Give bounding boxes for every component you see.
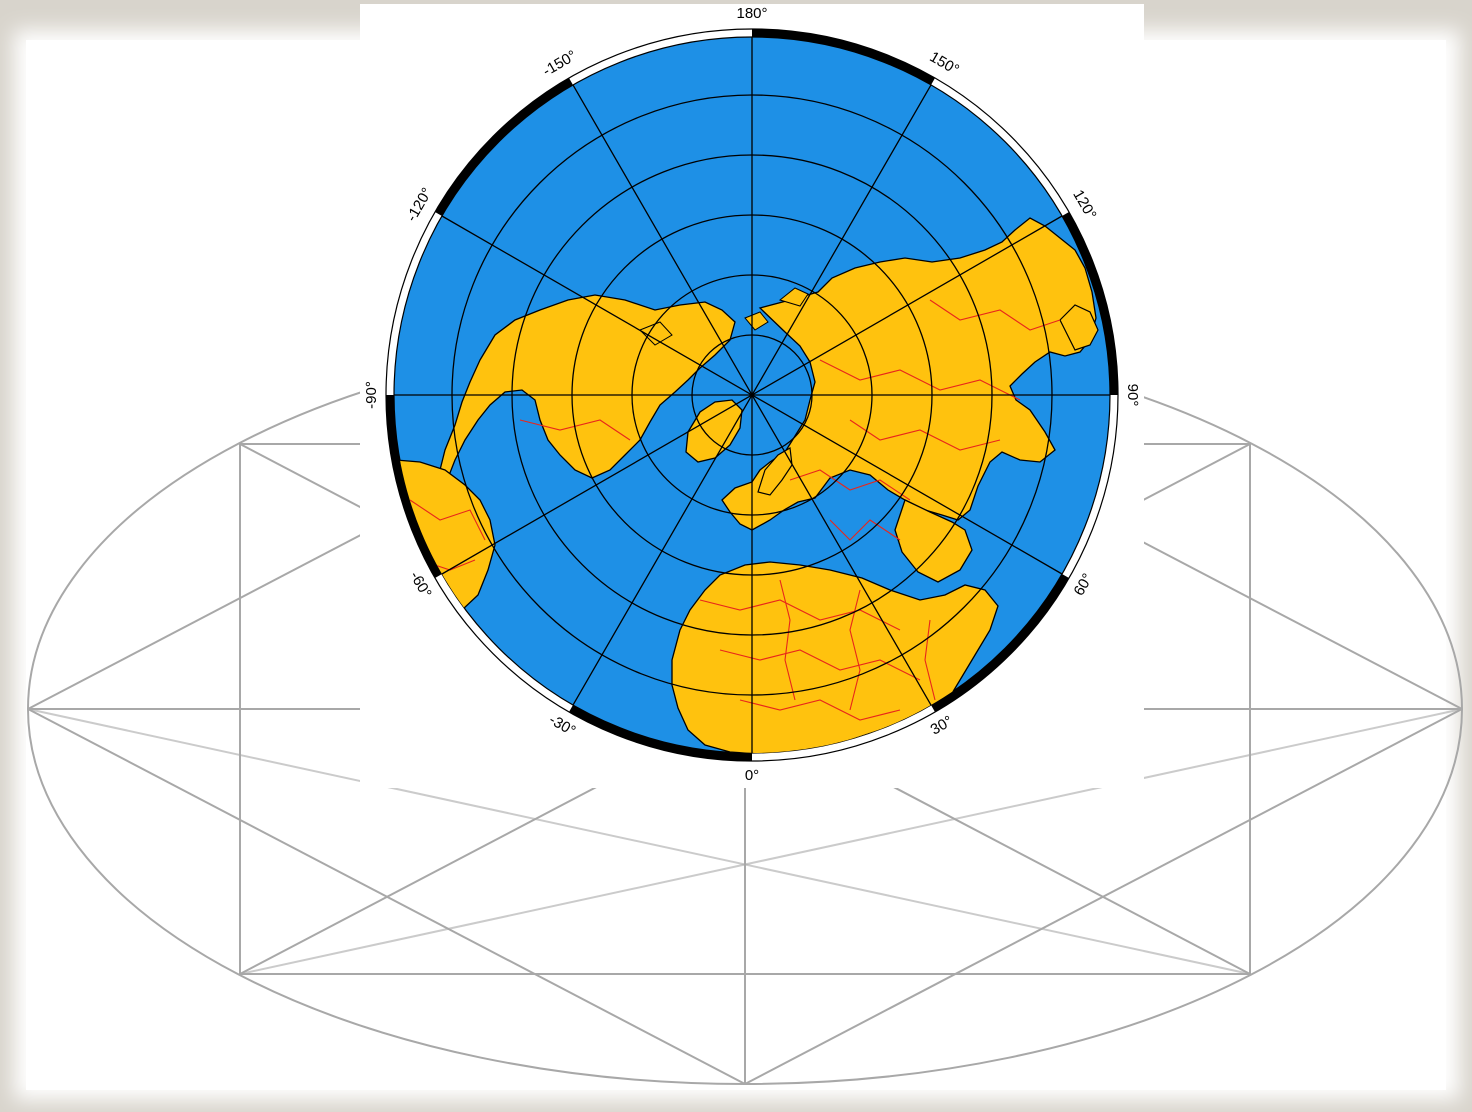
frame-band (386, 29, 1118, 761)
land-japan (1059, 304, 1099, 351)
frame-band-segment (930, 573, 1069, 712)
land-scandinavia (757, 447, 793, 496)
frame-band-segment (386, 394, 442, 578)
frame-band-segment (435, 78, 574, 217)
land-africa (671, 561, 999, 753)
graticule (394, 37, 1110, 753)
label-180: 180° (736, 5, 767, 22)
plane-line-a (239, 708, 1463, 975)
political-borders (409, 299, 1061, 721)
plane-line-b (27, 708, 1251, 975)
meridians (394, 37, 1110, 753)
frame-band-segment (1062, 212, 1118, 396)
frame-band-segment (569, 705, 753, 761)
land-arabia (894, 499, 973, 583)
frame-band-segment (751, 29, 935, 85)
polar-globe: 180° -150° 150° -120° 120° -90° 90° -60°… (363, 5, 1141, 784)
meridian-line (441, 215, 1063, 575)
label-90: 90° (1124, 384, 1141, 407)
label-0: 0° (745, 767, 759, 784)
land-greenland (685, 399, 743, 463)
label-minus-90: -90° (363, 381, 380, 409)
landmasses (394, 217, 1099, 753)
